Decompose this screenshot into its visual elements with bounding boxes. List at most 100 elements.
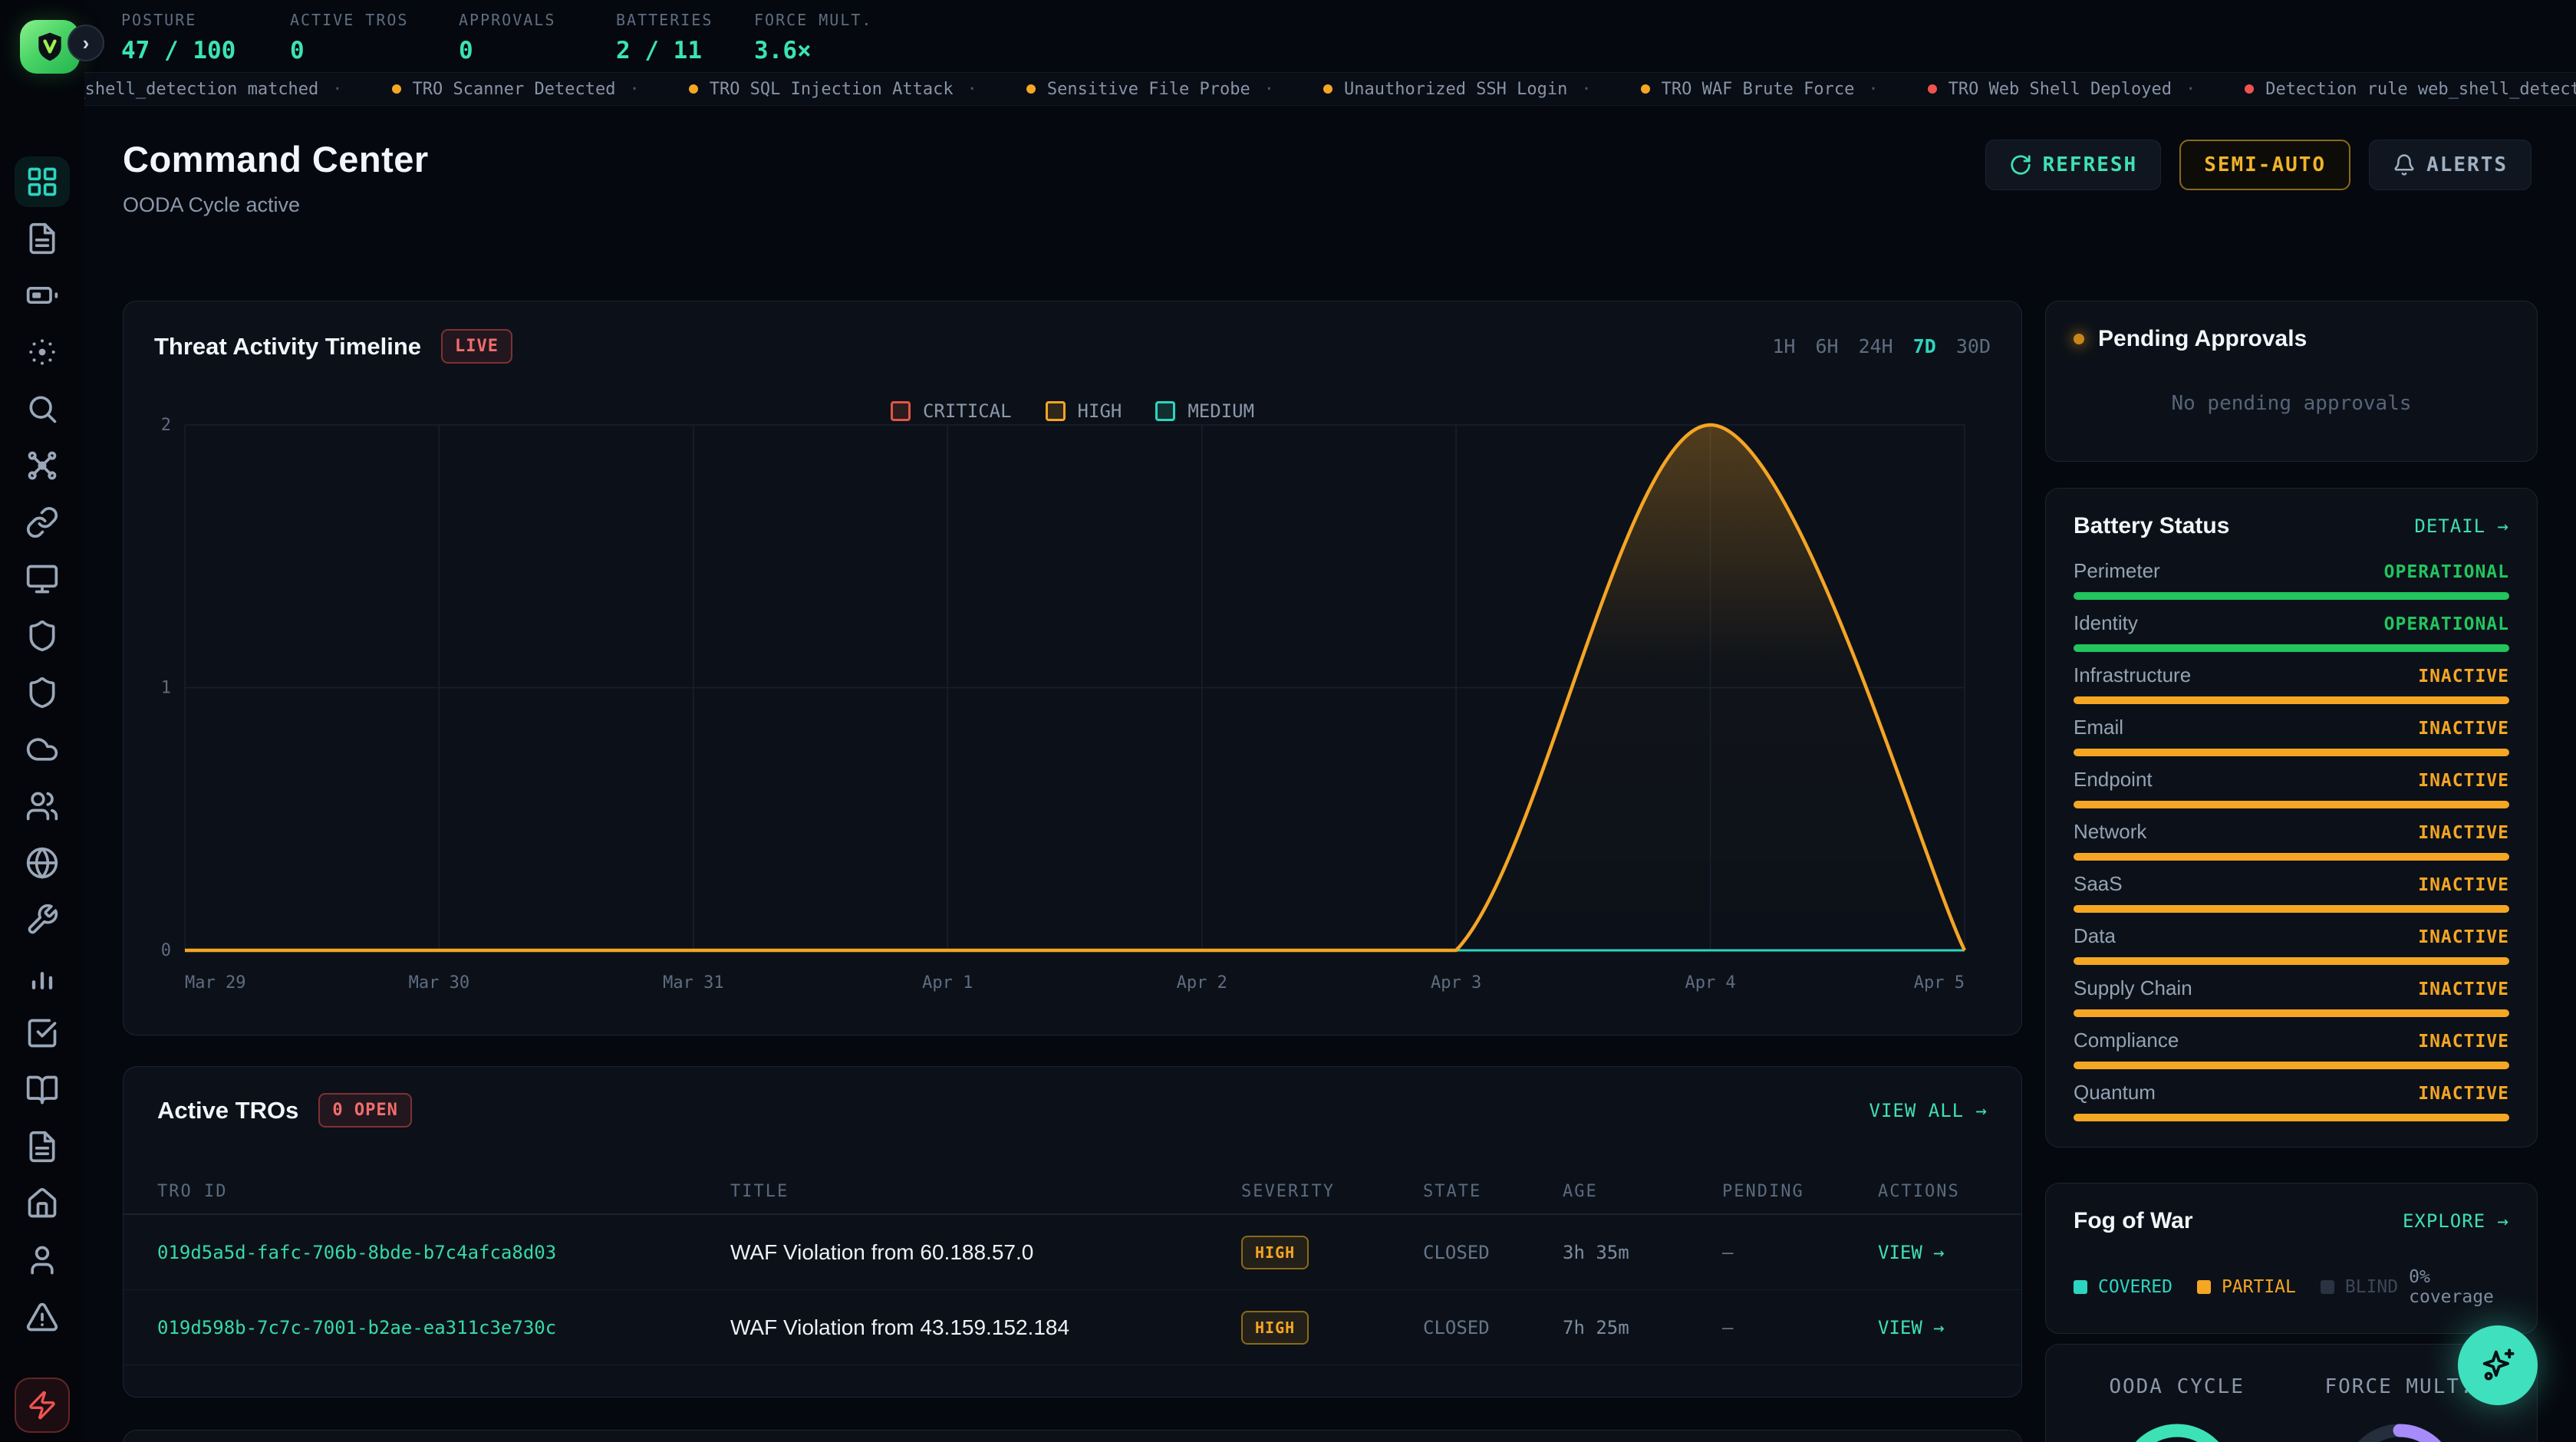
sidebar-item-documents[interactable] [15, 1118, 70, 1175]
sidebar-item-batteries[interactable] [15, 267, 70, 324]
svg-text:Apr 1: Apr 1 [922, 973, 973, 993]
battery-status-label: INACTIVE [2418, 979, 2509, 999]
col-age: AGE [1563, 1181, 1598, 1201]
battery-row[interactable]: Endpoint INACTIVE [2074, 768, 2509, 820]
grid-icon [28, 167, 57, 196]
table-row[interactable]: 019d5a5d-fafc-706b-8bde-b7c4afca8d03 WAF… [124, 1215, 2021, 1290]
sidebar-item-tools[interactable] [15, 891, 70, 948]
open-count-badge: 0 OPEN [318, 1093, 412, 1128]
sidebar-item-endpoints[interactable] [15, 551, 70, 607]
sidebar-item-radar[interactable] [15, 324, 70, 380]
ticker-alert-item[interactable]: Sensitive File Probe · [1026, 80, 1274, 99]
globe-icon [26, 847, 58, 879]
col-severity: SEVERITY [1241, 1181, 1335, 1201]
sidebar-item-attack-surface[interactable] [15, 835, 70, 891]
fog-of-war-card: Fog of War EXPLORE → COVERED PARTIAL BLI… [2045, 1183, 2538, 1334]
sidebar-item-power-actions[interactable] [15, 1378, 70, 1433]
battery-bar [2074, 957, 2509, 965]
range-30d[interactable]: 30D [1955, 335, 1991, 357]
sidebar-item-cloud[interactable] [15, 721, 70, 778]
range-24h[interactable]: 24H [1858, 335, 1893, 357]
sidebar-item-reports[interactable] [15, 210, 70, 267]
battery-row[interactable]: Identity OPERATIONAL [2074, 611, 2509, 663]
cloud-icon [26, 738, 58, 761]
ticker-alert-item[interactable]: TRO SQL Injection Attack · [688, 80, 977, 99]
mode-toggle-button[interactable]: SEMI-AUTO [2179, 140, 2351, 190]
battery-status-label: INACTIVE [2418, 875, 2509, 895]
gauge-ring [2342, 1424, 2457, 1442]
sidebar-item-defense[interactable] [15, 607, 70, 664]
sidebar-item-drone-ops[interactable] [15, 437, 70, 494]
ticker-alert-item[interactable]: Detection rule web_shell_detection match… [2245, 80, 2576, 99]
sidebar-item-warnings[interactable] [15, 1289, 70, 1345]
refresh-button[interactable]: REFRESH [1985, 140, 2162, 190]
view-link[interactable]: VIEW → [1878, 1241, 1945, 1263]
ticker-separator: · [629, 79, 640, 99]
severity-dot-icon [2245, 84, 2255, 94]
sidebar-item-dashboard[interactable] [15, 156, 70, 207]
threat-timeline-chart[interactable]: 0 1 2 Mar 29 Mar 30 Mar 31 Apr 1 Apr 2 Apr 3 Apr … [151, 416, 1995, 1015]
sidebar-item-policies[interactable] [15, 664, 70, 721]
ai-assistant-fab[interactable] [2458, 1325, 2538, 1405]
sidebar-item-search[interactable] [15, 380, 70, 437]
battery-detail-link[interactable]: DETAIL → [2414, 515, 2509, 537]
battery-row[interactable]: Infrastructure INACTIVE [2074, 663, 2509, 716]
range-7d[interactable]: 7D [1912, 335, 1936, 357]
battery-row[interactable]: Email INACTIVE [2074, 716, 2509, 768]
sidebar-item-profile[interactable] [15, 1232, 70, 1289]
ticker-alert-item[interactable]: Detection rule web_shell_detection match… [84, 80, 343, 99]
ticker-separator: · [1868, 79, 1879, 99]
sidebar-item-playbooks[interactable] [15, 1062, 70, 1118]
battery-row[interactable]: Compliance INACTIVE [2074, 1029, 2509, 1081]
sidebar-item-tasks[interactable] [15, 1005, 70, 1062]
table-row[interactable]: 019d598b-7c7c-7001-b2ae-ea311c3e730c WAF… [124, 1290, 2021, 1365]
battery-bar [2074, 644, 2509, 652]
tro-id[interactable]: 019d5a5d-fafc-706b-8bde-b7c4afca8d03 [157, 1241, 557, 1263]
alert-ticker[interactable]: Detection rule web_shell_detection match… [84, 72, 2576, 106]
sidebar-item-analytics[interactable] [15, 948, 70, 1005]
fog-explore-link[interactable]: EXPLORE → [2402, 1210, 2509, 1232]
ticker-alert-text: Detection rule web_shell_detection match… [2265, 79, 2576, 99]
sidebar-expand-button[interactable]: › [68, 25, 104, 61]
tros-table-header: TRO ID TITLE SEVERITY STATE AGE PENDING … [124, 1169, 2021, 1215]
battery-status-label: OPERATIONAL [2383, 562, 2509, 582]
sidebar-item-home[interactable] [15, 1175, 70, 1232]
tro-id[interactable]: 019d598b-7c7c-7001-b2ae-ea311c3e730c [157, 1316, 557, 1338]
battery-row[interactable]: Perimeter OPERATIONAL [2074, 559, 2509, 611]
range-6h[interactable]: 6H [1815, 335, 1839, 357]
range-1h[interactable]: 1H [1772, 335, 1796, 357]
severity-badge: HIGH [1241, 1235, 1309, 1269]
sidebar-item-team[interactable] [15, 778, 70, 835]
battery-row[interactable]: Quantum INACTIVE [2074, 1081, 2509, 1133]
battery-row[interactable]: Network INACTIVE [2074, 820, 2509, 872]
battery-title: Battery Status [2074, 513, 2230, 538]
ticker-alert-item[interactable]: TRO Web Shell Deployed · [1927, 80, 2196, 99]
battery-row[interactable]: Supply Chain INACTIVE [2074, 976, 2509, 1029]
battery-row[interactable]: Data INACTIVE [2074, 924, 2509, 976]
battery-bar [2074, 696, 2509, 704]
tro-state: CLOSED [1423, 1241, 1490, 1263]
view-all-link[interactable]: VIEW ALL → [1869, 1099, 1988, 1121]
legend-item[interactable]: HIGH [1045, 400, 1122, 422]
svg-text:Mar 30: Mar 30 [409, 973, 469, 993]
shield-icon [29, 620, 55, 652]
col-tro-id: TRO ID [157, 1181, 228, 1201]
ticker-alert-item[interactable]: TRO WAF Brute Force · [1640, 79, 1879, 99]
battery-row[interactable]: SaaS INACTIVE [2074, 872, 2509, 924]
pending-approvals-card: Pending Approvals No pending approvals [2045, 301, 2538, 462]
fog-title: Fog of War [2074, 1208, 2193, 1233]
battery-name: Network [2074, 820, 2147, 843]
view-link[interactable]: VIEW → [1878, 1316, 1945, 1338]
refresh-label: REFRESH [2042, 153, 2138, 176]
ticker-alert-item[interactable]: TRO Scanner Detected · [391, 79, 640, 99]
ticker-alert-item[interactable]: Unauthorized SSH Login · [1323, 80, 1592, 99]
legend-item[interactable]: CRITICAL [890, 400, 1012, 422]
legend-item[interactable]: MEDIUM [1155, 400, 1254, 422]
ticker-separator: · [332, 79, 343, 99]
severity-dot-icon [1026, 84, 1036, 94]
sidebar-item-integrations[interactable] [15, 494, 70, 551]
battery-bar [2074, 905, 2509, 913]
alerts-button[interactable]: ALERTS [2369, 140, 2532, 190]
battery-bar [2074, 853, 2509, 861]
svg-text:1: 1 [161, 679, 171, 698]
